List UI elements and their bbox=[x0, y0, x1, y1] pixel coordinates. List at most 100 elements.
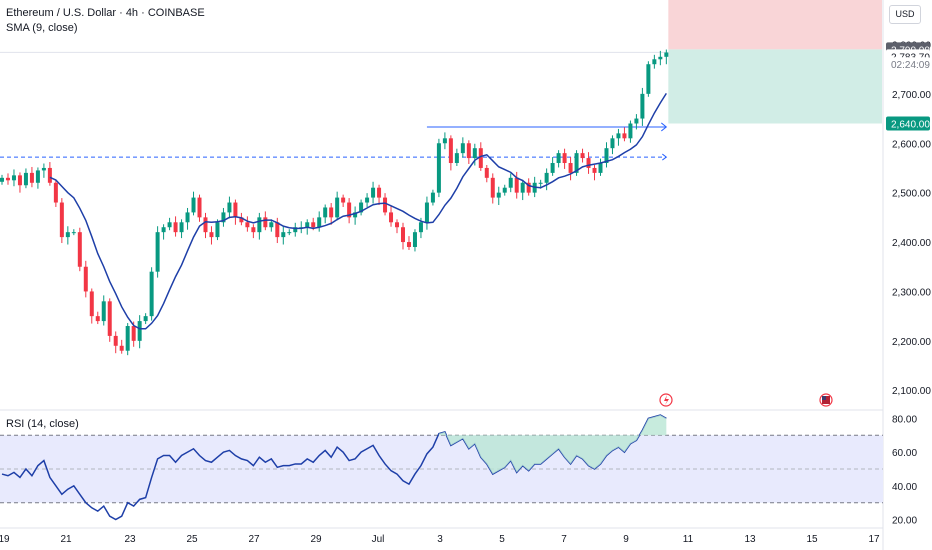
candle-body bbox=[418, 222, 423, 233]
time-axis-label: 11 bbox=[683, 534, 694, 545]
candle-body bbox=[53, 182, 58, 203]
candle-body bbox=[95, 316, 100, 322]
sma-legend[interactable]: SMA (9, close) bbox=[6, 22, 78, 34]
time-axis-label: 27 bbox=[248, 534, 260, 545]
price-axis-label: 2,200.00 bbox=[892, 337, 931, 348]
candle-body bbox=[400, 227, 405, 243]
candle-body bbox=[191, 197, 196, 213]
candle-body bbox=[490, 177, 495, 198]
us-flag-canton bbox=[822, 396, 826, 400]
symbol-legend[interactable]: Ethereum / U.S. Dollar · 4h · COINBASE bbox=[6, 7, 205, 19]
candle-body bbox=[526, 182, 531, 193]
currency-button[interactable]: USD bbox=[889, 5, 921, 24]
candle-body bbox=[11, 175, 16, 181]
candle-body bbox=[305, 222, 310, 228]
candles-group bbox=[0, 49, 669, 356]
candle-body bbox=[347, 202, 352, 218]
candle-body bbox=[125, 326, 130, 351]
candle-body bbox=[484, 167, 489, 178]
candle-body bbox=[293, 227, 298, 233]
stop-loss-zone bbox=[668, 0, 882, 50]
rsi-axis-label: 40.00 bbox=[892, 482, 917, 493]
candle-body bbox=[580, 153, 585, 159]
lightning-icon-bolt bbox=[664, 395, 669, 405]
candle-body bbox=[185, 212, 190, 223]
candle-body bbox=[23, 172, 28, 186]
candle-body bbox=[616, 133, 621, 139]
rsi-overbought-fill bbox=[438, 415, 667, 475]
time-axis-label: 21 bbox=[60, 534, 72, 545]
candle-body bbox=[209, 232, 214, 238]
resistance-ray-arrow bbox=[661, 122, 668, 132]
dashed-line-arrow bbox=[662, 153, 668, 161]
candle-body bbox=[478, 148, 483, 168]
price-axis-label: 2,400.00 bbox=[892, 238, 931, 249]
candle-body bbox=[107, 301, 112, 336]
candle-body bbox=[574, 153, 579, 173]
price-axis-label: 2,700.00 bbox=[892, 90, 931, 101]
candle-body bbox=[281, 232, 286, 238]
time-axis-label: 25 bbox=[186, 534, 198, 545]
candle-body bbox=[275, 222, 280, 238]
candle-body bbox=[167, 222, 172, 228]
candle-body bbox=[65, 232, 70, 238]
rsi-axis-label: 20.00 bbox=[892, 516, 917, 527]
candle-body bbox=[448, 138, 453, 164]
candle-body bbox=[652, 59, 657, 65]
time-axis-label: 29 bbox=[310, 534, 322, 545]
candle-body bbox=[149, 271, 154, 317]
candle-body bbox=[215, 222, 220, 238]
candle-body bbox=[161, 227, 166, 233]
time-axis-label: Jul bbox=[372, 534, 385, 545]
candle-body bbox=[263, 217, 268, 228]
candle-body bbox=[137, 321, 142, 341]
candle-body bbox=[119, 345, 124, 351]
candle-body bbox=[514, 177, 519, 193]
candle-body bbox=[29, 172, 34, 183]
candle-body bbox=[221, 212, 226, 223]
candle-body bbox=[71, 232, 76, 234]
candle-body bbox=[359, 202, 364, 213]
candle-body bbox=[442, 138, 447, 144]
us-flag-icon bbox=[819, 393, 833, 407]
candle-body bbox=[41, 167, 46, 171]
candle-body bbox=[155, 232, 160, 272]
candle-body bbox=[365, 197, 370, 203]
price-axis-label: 2,100.00 bbox=[892, 386, 931, 397]
candle-body bbox=[329, 207, 334, 218]
candle-body bbox=[550, 163, 555, 173]
rsi-legend[interactable]: RSI (14, close) bbox=[6, 418, 79, 430]
candle-body bbox=[538, 182, 543, 184]
candle-body bbox=[77, 232, 82, 267]
candle-body bbox=[179, 222, 184, 233]
candle-body bbox=[239, 217, 244, 223]
candle-body bbox=[335, 197, 340, 218]
target-price-tag: 2,640.00 bbox=[891, 119, 930, 130]
candle-body bbox=[502, 187, 507, 193]
candle-body bbox=[89, 291, 94, 317]
candle-body bbox=[311, 222, 316, 228]
candle-countdown-bg bbox=[886, 57, 930, 72]
candle-body bbox=[17, 175, 22, 186]
candle-body bbox=[646, 64, 651, 94]
candle-body bbox=[406, 242, 411, 247]
price-axis-label: 2,500.00 bbox=[892, 189, 931, 200]
candle-body bbox=[353, 212, 358, 218]
price-axis-label: 2,600.00 bbox=[892, 139, 931, 150]
candle-body bbox=[430, 192, 435, 203]
candle-body bbox=[35, 170, 40, 183]
candle-body bbox=[664, 52, 669, 57]
candle-body bbox=[436, 143, 441, 193]
candle-body bbox=[197, 197, 202, 218]
candle-body bbox=[203, 217, 208, 233]
candle-body bbox=[341, 197, 346, 203]
target-price-tag-bg bbox=[886, 116, 930, 131]
time-axis-label: 7 bbox=[561, 534, 567, 545]
candle-body bbox=[472, 148, 477, 159]
candle-body bbox=[496, 192, 501, 198]
candle-body bbox=[460, 143, 465, 154]
rsi-axis-label: 60.00 bbox=[892, 448, 917, 459]
candle-body bbox=[556, 153, 561, 164]
candle-body bbox=[628, 123, 633, 139]
